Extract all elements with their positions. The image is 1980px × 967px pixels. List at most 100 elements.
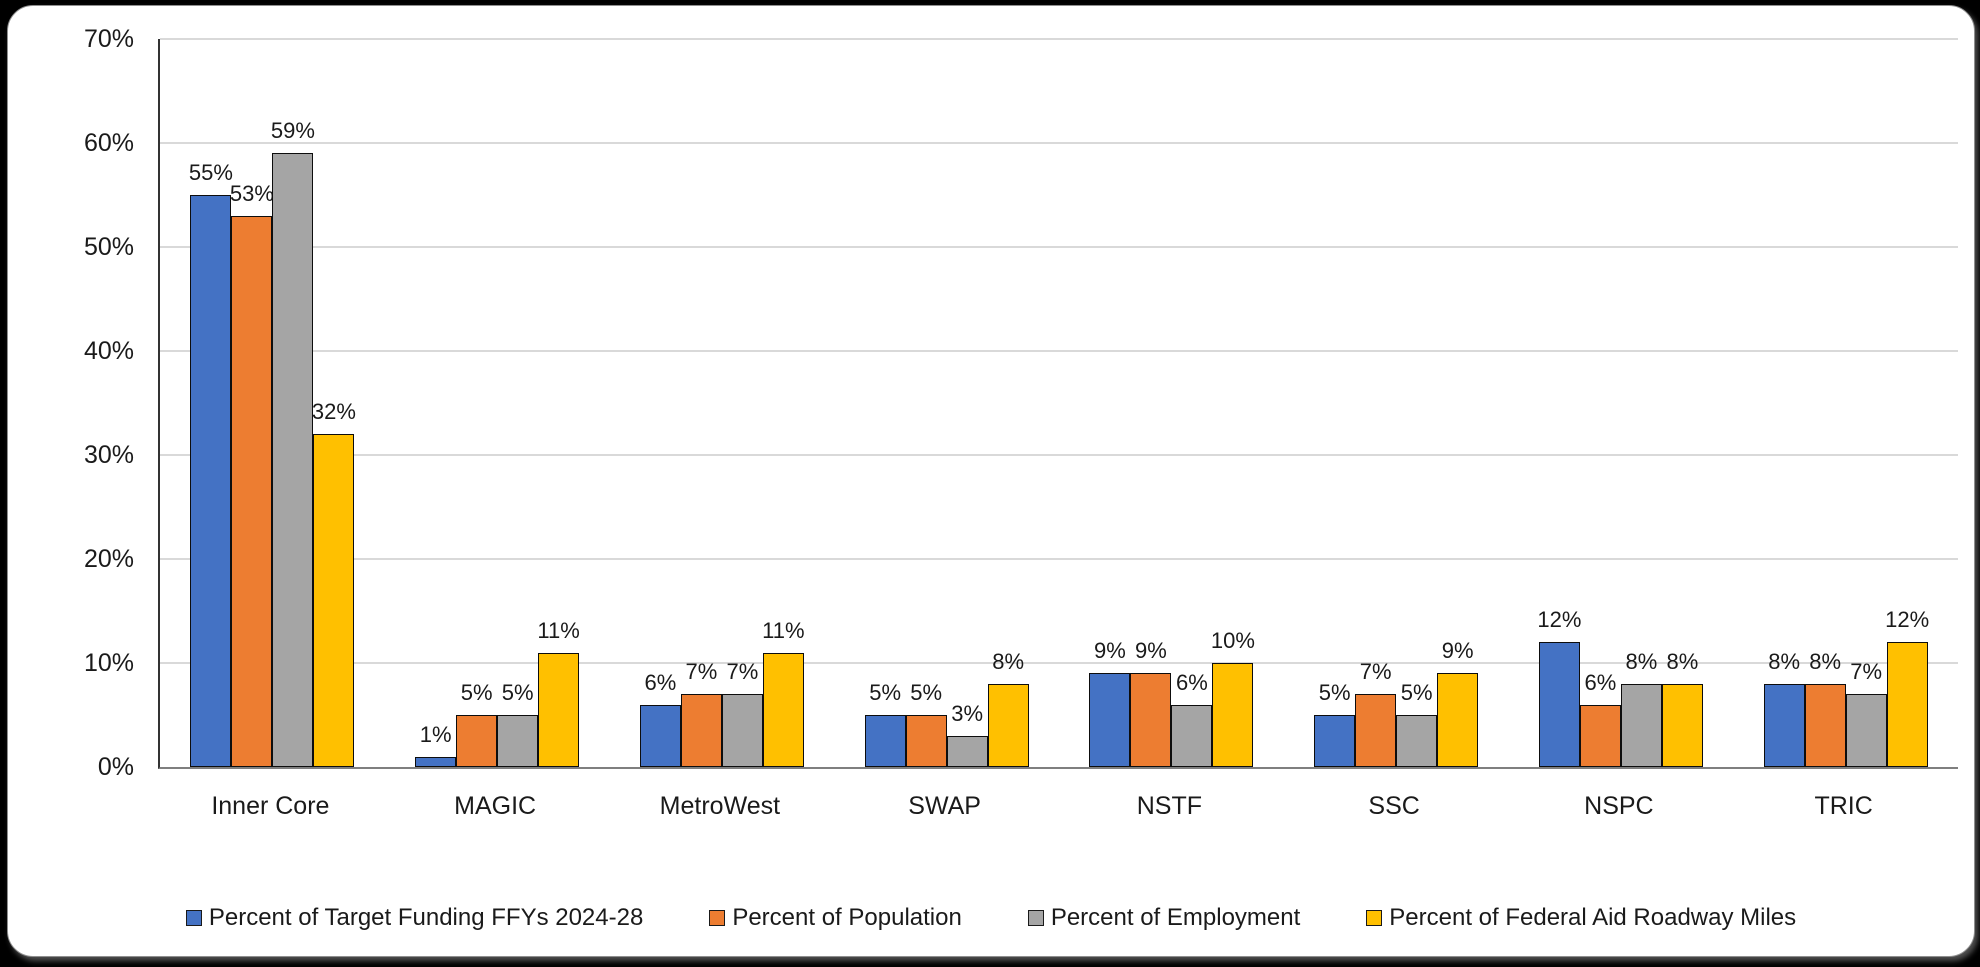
- data-label: 3%: [951, 700, 984, 726]
- legend-item-2: Percent of Population: [709, 904, 962, 932]
- y-axis-tick-label: 50%: [83, 233, 134, 261]
- y-axis-tick-label: 40%: [83, 337, 134, 365]
- bar-tric-series-3: [1845, 694, 1887, 767]
- data-label: 6%: [644, 669, 677, 695]
- bar-nstf-series-3: [1171, 704, 1213, 767]
- legend-item-3: Percent of Employment: [1027, 904, 1301, 932]
- gridline-40%: [160, 350, 1958, 352]
- data-label: 9%: [1093, 638, 1126, 664]
- data-label: 10%: [1210, 628, 1255, 653]
- data-label: 7%: [685, 659, 718, 685]
- legend-label: Percent of Target Funding FFYs 2024-28: [208, 904, 644, 931]
- data-label: 5%: [910, 680, 943, 705]
- bar-swap-series-2: [905, 715, 947, 767]
- data-label: 6%: [1175, 669, 1208, 695]
- bar-swap-series-1: [864, 715, 906, 767]
- bar-nspc-series-1: [1538, 642, 1580, 767]
- bar-tric-series-4: [1886, 642, 1928, 767]
- data-label: 7%: [726, 659, 759, 685]
- chart-legend: Percent of Target Funding FFYs 2024-28 Pe…: [8, 904, 1974, 932]
- gridline-20%: [160, 558, 1958, 560]
- y-axis-tick-label: 20%: [83, 545, 134, 573]
- chart-card: 55% 53% 59% 32% 1% 5% 5% 11% 6% 7% 7% 11% 5% 5% 3% 8% 9%…: [7, 5, 1975, 957]
- data-label: 7%: [1359, 659, 1392, 685]
- legend-item-1: Percent of Target Funding FFYs 2024-28: [185, 904, 644, 932]
- bar-tric-series-1: [1763, 683, 1805, 767]
- category-label-metrowest: MetroWest: [659, 792, 781, 820]
- category-label-nspc: NSPC: [1584, 792, 1654, 820]
- data-label: 1%: [419, 721, 452, 747]
- data-label: 8%: [992, 648, 1025, 674]
- bar-metrowest-series-1: [639, 704, 681, 767]
- bar-magic-series-1: [415, 756, 457, 767]
- legend-label: Percent of Employment: [1050, 904, 1301, 931]
- category-label-swap: SWAP: [908, 792, 981, 820]
- bar-inner-core-series-3: [272, 153, 314, 767]
- legend-item-4: Percent of Federal Aid Roadway Miles: [1366, 904, 1796, 932]
- bar-metrowest-series-3: [721, 694, 763, 767]
- data-label: 8%: [1625, 648, 1658, 674]
- data-label: 11%: [537, 617, 580, 643]
- bar-ssc-series-2: [1355, 694, 1397, 767]
- bar-ssc-series-4: [1437, 673, 1479, 767]
- data-label: 9%: [1134, 638, 1167, 664]
- bar-inner-core-series-4: [313, 434, 355, 767]
- data-label: 53%: [229, 180, 274, 206]
- bar-nstf-series-4: [1212, 663, 1254, 767]
- legend-swatch-icon: [1366, 910, 1383, 926]
- data-label: 32%: [311, 399, 356, 425]
- bar-magic-series-3: [497, 715, 539, 767]
- data-label: 8%: [1809, 648, 1842, 674]
- bar-nstf-series-2: [1130, 673, 1172, 767]
- data-label: 11%: [762, 617, 805, 643]
- data-label: 12%: [1537, 607, 1582, 633]
- data-label: 59%: [270, 118, 315, 144]
- bar-nspc-series-2: [1579, 704, 1621, 767]
- gridline-60%: [160, 142, 1958, 144]
- gridline-30%: [160, 454, 1958, 456]
- legend-label: Percent of Population: [732, 904, 962, 931]
- y-axis-tick-label: 60%: [83, 129, 134, 157]
- category-label-nstf: NSTF: [1136, 792, 1203, 820]
- data-label: 5%: [1318, 680, 1351, 705]
- gridline-10%: [160, 662, 1958, 664]
- category-label-inner-core: Inner Core: [211, 792, 330, 820]
- legend-swatch-icon: [709, 910, 726, 926]
- legend-swatch-icon: [185, 910, 202, 926]
- bar-magic-series-2: [456, 715, 498, 767]
- data-label: 9%: [1441, 638, 1474, 664]
- data-label: 5%: [501, 680, 534, 705]
- data-label: 5%: [1400, 680, 1433, 705]
- bar-nspc-series-4: [1661, 683, 1703, 767]
- bar-tric-series-2: [1804, 683, 1846, 767]
- data-label: 12%: [1885, 607, 1930, 633]
- data-label: 8%: [1666, 648, 1699, 674]
- data-label: 7%: [1850, 659, 1883, 685]
- y-axis-tick-label: 10%: [83, 649, 134, 677]
- bar-swap-series-3: [946, 735, 988, 767]
- data-label: 5%: [460, 680, 493, 705]
- bar-nspc-series-3: [1620, 683, 1662, 767]
- legend-swatch-icon: [1027, 910, 1044, 926]
- bar-magic-series-4: [538, 652, 580, 767]
- y-axis-tick-label: 30%: [83, 441, 134, 469]
- category-label-magic: MAGIC: [454, 792, 537, 820]
- gridline-50%: [160, 246, 1958, 248]
- bar-inner-core-series-2: [231, 215, 273, 767]
- y-axis-tick-label: 70%: [83, 25, 134, 53]
- plot-area: 55% 53% 59% 32% 1% 5% 5% 11% 6% 7% 7% 11% 5% 5% 3% 8% 9%…: [158, 38, 1958, 769]
- bar-swap-series-4: [987, 683, 1029, 767]
- category-label-tric: TRIC: [1814, 792, 1873, 820]
- data-label: 8%: [1768, 648, 1801, 674]
- gridline-70%: [160, 38, 1958, 40]
- data-label: 6%: [1584, 669, 1617, 695]
- bar-inner-core-series-1: [190, 195, 232, 767]
- y-axis-tick-label: 0%: [97, 753, 134, 781]
- category-label-ssc: SSC: [1368, 792, 1420, 820]
- bar-metrowest-series-2: [680, 694, 722, 767]
- legend-label: Percent of Federal Aid Roadway Miles: [1389, 904, 1797, 931]
- bar-ssc-series-1: [1314, 715, 1356, 767]
- bar-ssc-series-3: [1396, 715, 1438, 767]
- data-label: 5%: [869, 680, 902, 705]
